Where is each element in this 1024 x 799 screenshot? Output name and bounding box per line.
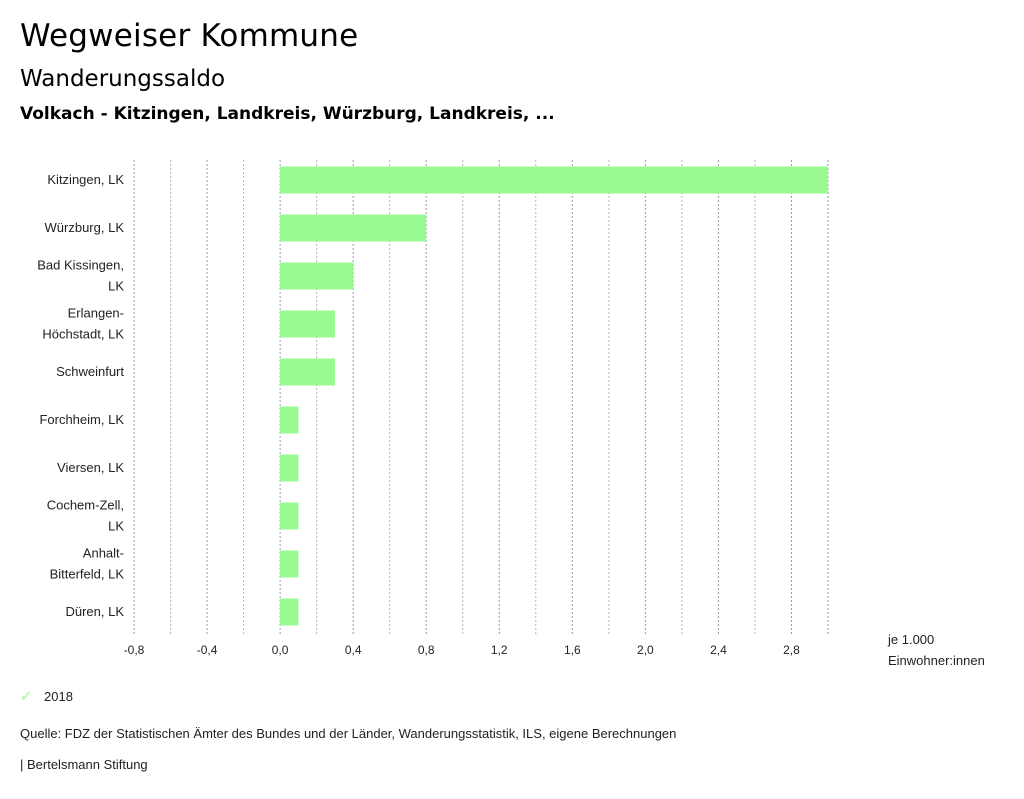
bar[interactable]: [280, 358, 335, 386]
x-tick-label: 0,4: [345, 643, 362, 657]
region-selector-label[interactable]: Volkach - Kitzingen, Landkreis, Würzburg…: [20, 104, 555, 124]
legend[interactable]: ✓ 2018: [20, 687, 73, 705]
category-label: Düren, LK: [65, 604, 124, 619]
grid-lines: [133, 160, 829, 636]
bar[interactable]: [280, 502, 299, 530]
x-tick-label: 2,8: [783, 643, 800, 657]
brand-credit: | Bertelsmann Stiftung: [20, 757, 148, 772]
x-tick-label: -0,4: [197, 643, 218, 657]
x-tick-label: -0,8: [124, 643, 145, 657]
unit-label-line2: Einwohner:innen: [888, 653, 985, 668]
category-label: Bad Kissingen, LK: [37, 258, 124, 294]
x-tick-label: 2,0: [637, 643, 654, 657]
category-label: Viersen, LK: [57, 460, 124, 475]
x-tick-label: 0,8: [418, 643, 435, 657]
x-tick-label: 1,2: [491, 643, 508, 657]
category-label: Cochem-Zell, LK: [47, 498, 125, 534]
bar[interactable]: [280, 598, 299, 626]
bar[interactable]: [280, 166, 829, 194]
category-label: Forchheim, LK: [39, 412, 124, 427]
category-label: Erlangen-Höchstadt, LK: [42, 306, 124, 342]
bar-chart: Kitzingen, LK Würzburg, LK Bad Kissingen, L…: [37, 160, 829, 657]
category-label: Anhalt-Bitterfeld, LK: [50, 546, 125, 582]
category-labels: Kitzingen, LK Würzburg, LK Bad Kissingen, L…: [37, 172, 124, 619]
x-tick-label: 0,0: [272, 643, 289, 657]
unit-label: je 1.000 Einwohner:innen: [888, 629, 985, 671]
x-tick-labels: -0,8 -0,4 0,0 0,4 0,8 1,2 1,6 2,0 2,4 2,8: [124, 643, 800, 657]
source-note: Quelle: FDZ der Statistischen Ämter des …: [20, 726, 677, 741]
page-title: Wegweiser Kommune: [20, 18, 359, 54]
bar[interactable]: [280, 214, 427, 242]
bar[interactable]: [280, 454, 299, 482]
x-tick-label: 2,4: [710, 643, 727, 657]
bar[interactable]: [280, 262, 354, 290]
category-label: Würzburg, LK: [45, 220, 125, 235]
bar[interactable]: [280, 550, 299, 578]
bar[interactable]: [280, 310, 335, 338]
category-label: Schweinfurt: [56, 364, 124, 379]
unit-label-line1: je 1.000: [888, 632, 935, 647]
bars: [280, 166, 829, 626]
checkmark-icon[interactable]: ✓: [20, 688, 33, 705]
legend-label[interactable]: 2018: [44, 688, 73, 704]
category-label: Kitzingen, LK: [47, 172, 124, 187]
bar[interactable]: [280, 406, 299, 434]
chart-subtitle: Wanderungssaldo: [20, 66, 226, 92]
x-tick-label: 1,6: [564, 643, 581, 657]
